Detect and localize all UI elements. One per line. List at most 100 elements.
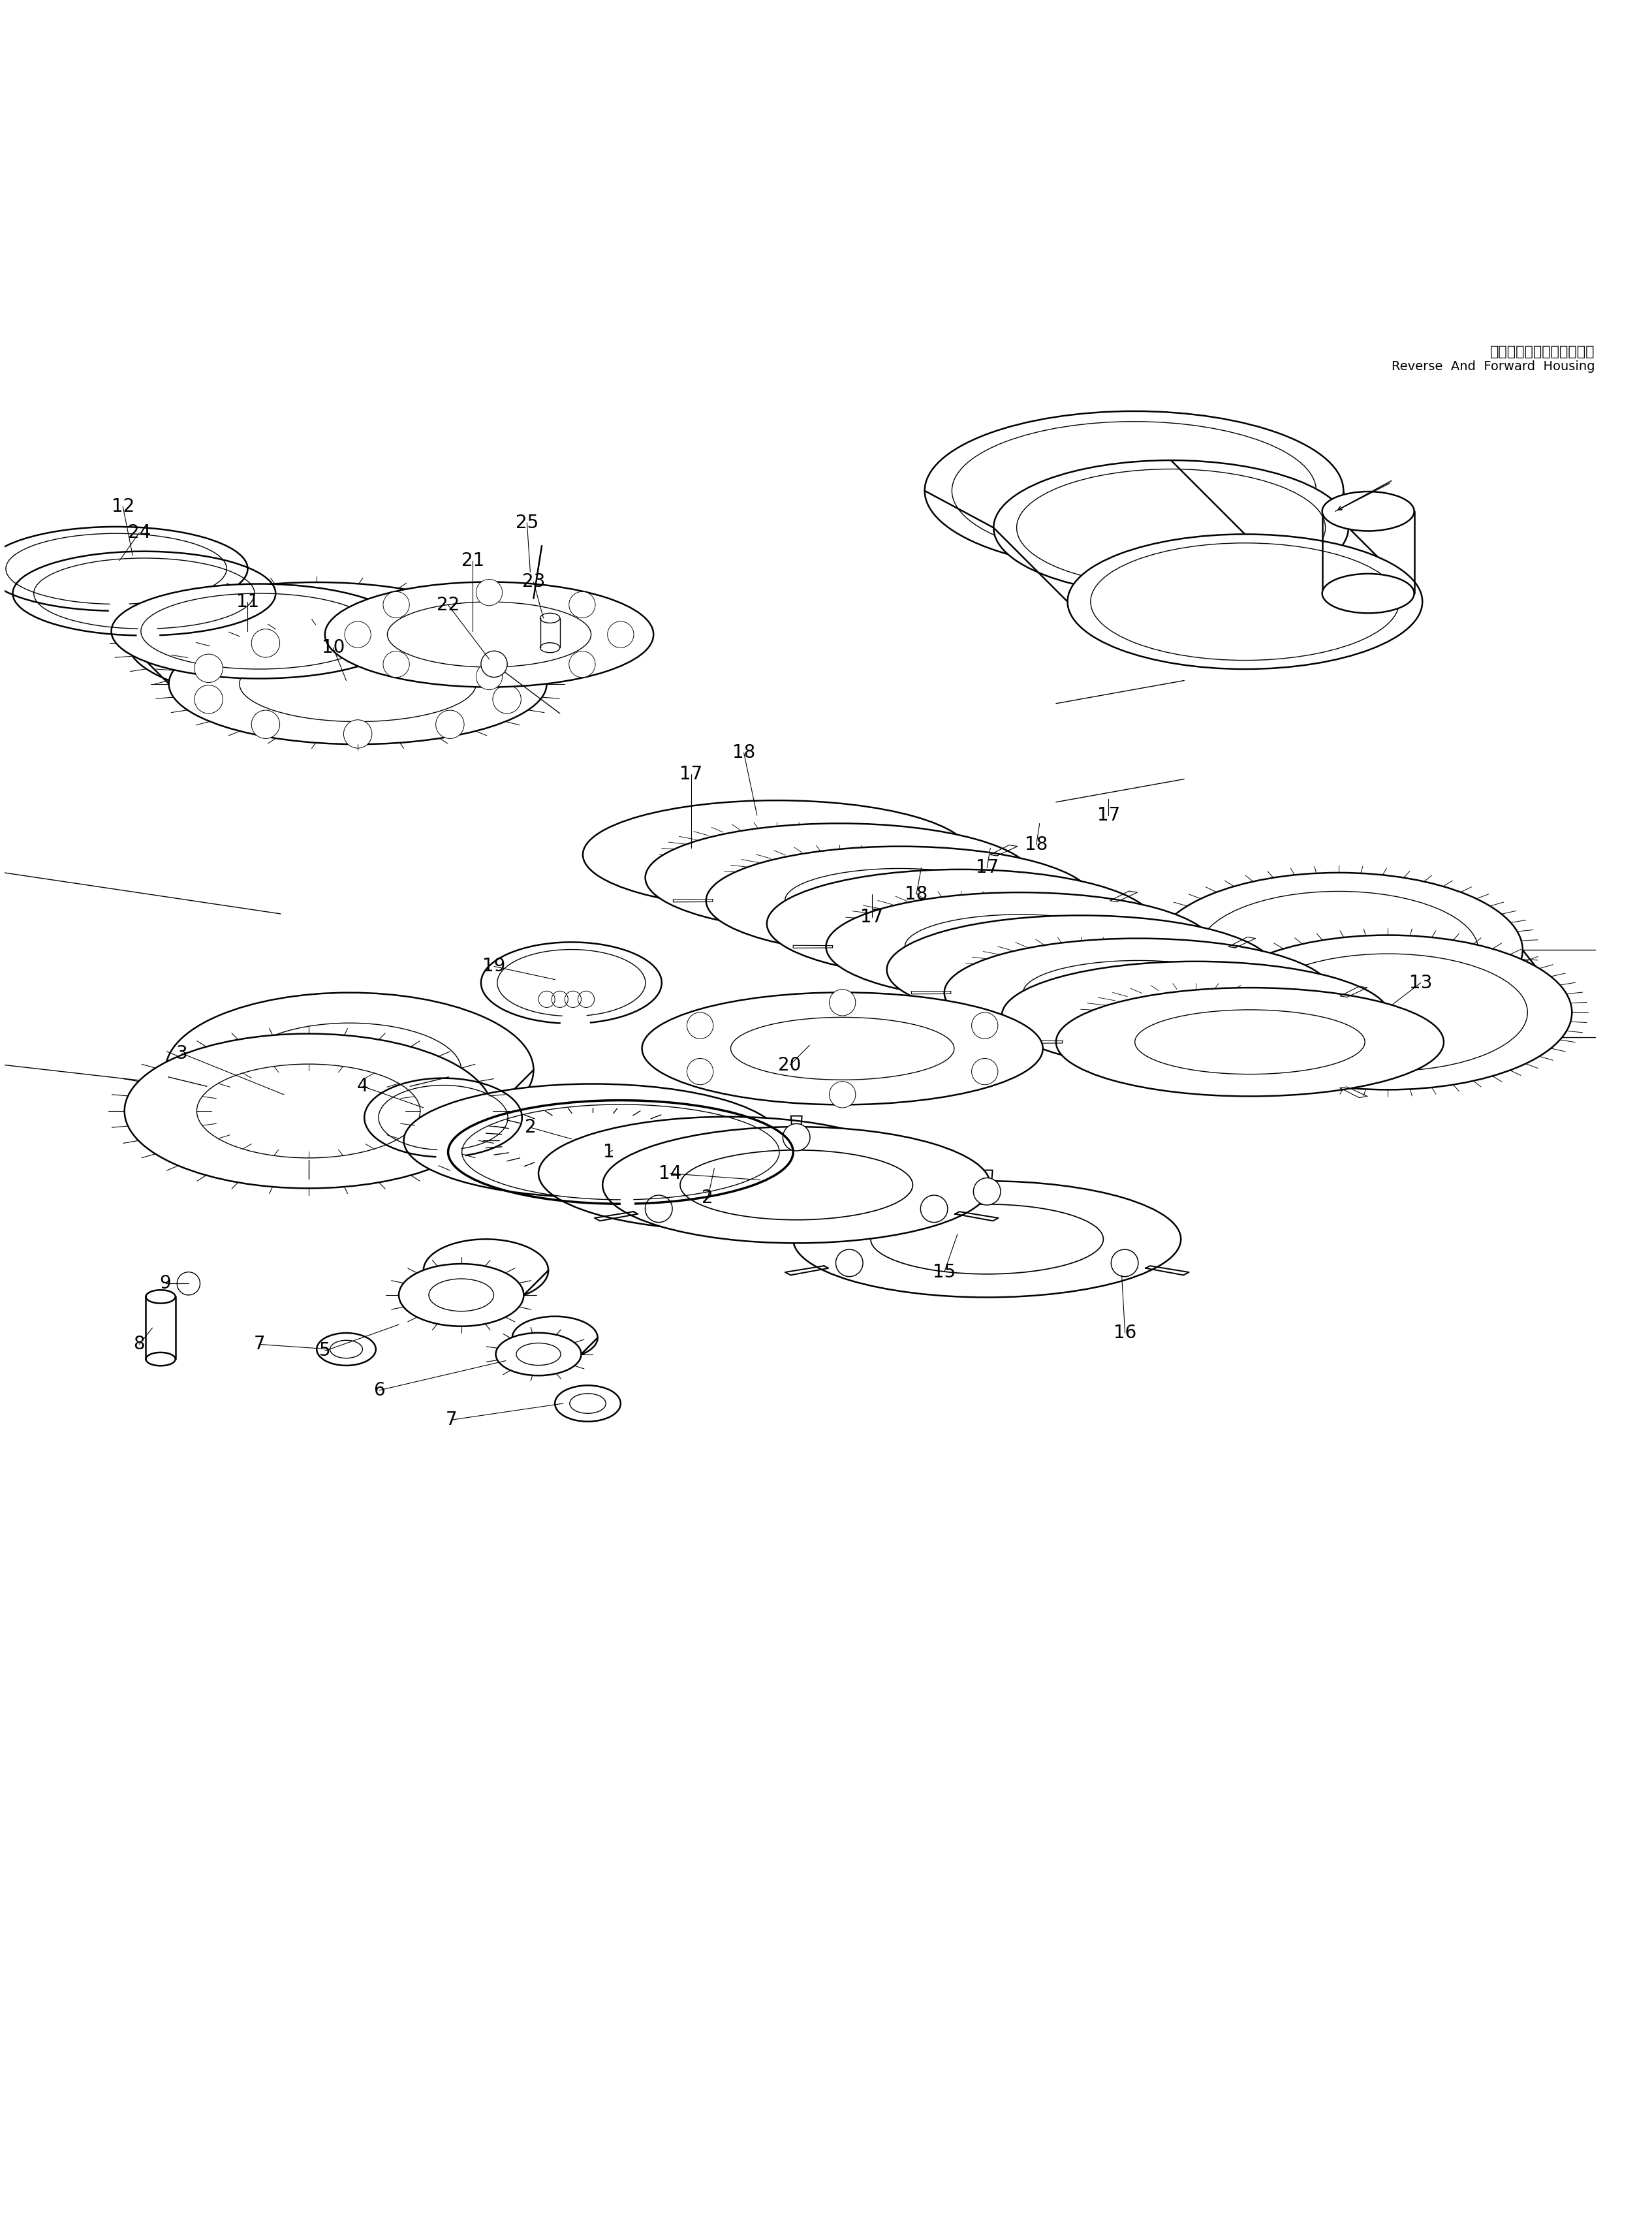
Circle shape xyxy=(195,684,223,713)
Ellipse shape xyxy=(993,460,1348,595)
Ellipse shape xyxy=(1322,573,1414,613)
Text: 12: 12 xyxy=(111,498,134,516)
Ellipse shape xyxy=(423,1240,548,1302)
Text: 2: 2 xyxy=(525,1118,535,1138)
Text: 13: 13 xyxy=(1409,973,1432,991)
Text: 17: 17 xyxy=(679,764,702,784)
Circle shape xyxy=(1112,1249,1138,1278)
Ellipse shape xyxy=(643,993,1042,1104)
Text: 7: 7 xyxy=(446,1411,458,1429)
Ellipse shape xyxy=(127,582,506,702)
Circle shape xyxy=(783,1124,809,1151)
Ellipse shape xyxy=(1001,962,1389,1071)
Circle shape xyxy=(251,711,279,738)
Text: 23: 23 xyxy=(522,573,545,591)
Circle shape xyxy=(344,720,372,749)
Text: 17: 17 xyxy=(1097,807,1120,824)
Ellipse shape xyxy=(1155,873,1523,1027)
Circle shape xyxy=(492,653,520,682)
Circle shape xyxy=(829,1082,856,1109)
Circle shape xyxy=(973,1178,1001,1204)
Circle shape xyxy=(476,664,502,689)
Text: 19: 19 xyxy=(482,958,506,975)
Ellipse shape xyxy=(539,1118,917,1231)
Ellipse shape xyxy=(925,411,1343,571)
Ellipse shape xyxy=(145,1353,175,1367)
Text: 25: 25 xyxy=(515,513,539,531)
Circle shape xyxy=(492,684,520,713)
Ellipse shape xyxy=(646,824,1032,931)
Ellipse shape xyxy=(1056,989,1444,1095)
Ellipse shape xyxy=(555,1384,621,1422)
Circle shape xyxy=(476,580,502,607)
Text: 14: 14 xyxy=(659,1164,681,1182)
Ellipse shape xyxy=(197,1064,420,1158)
Circle shape xyxy=(836,1249,862,1278)
Ellipse shape xyxy=(583,800,971,909)
Text: 1: 1 xyxy=(603,1142,615,1162)
Ellipse shape xyxy=(403,1084,781,1198)
Circle shape xyxy=(481,651,507,678)
Text: 7: 7 xyxy=(253,1335,264,1353)
Ellipse shape xyxy=(603,1127,990,1242)
Text: 17: 17 xyxy=(975,858,998,878)
Text: 2: 2 xyxy=(702,1189,714,1207)
Text: 16: 16 xyxy=(1113,1324,1137,1342)
Ellipse shape xyxy=(705,847,1094,955)
Circle shape xyxy=(344,620,372,649)
Ellipse shape xyxy=(767,869,1155,978)
Text: 3: 3 xyxy=(177,1044,188,1062)
Ellipse shape xyxy=(317,1333,377,1367)
Circle shape xyxy=(436,629,464,658)
Text: 18: 18 xyxy=(1024,835,1047,853)
Text: 17: 17 xyxy=(861,909,884,927)
Circle shape xyxy=(195,653,223,682)
Circle shape xyxy=(920,1195,948,1222)
Ellipse shape xyxy=(826,893,1214,1000)
Circle shape xyxy=(436,711,464,738)
Ellipse shape xyxy=(165,993,534,1147)
Ellipse shape xyxy=(1204,935,1573,1089)
Text: 5: 5 xyxy=(319,1342,330,1360)
Ellipse shape xyxy=(1067,533,1422,669)
Text: 20: 20 xyxy=(778,1055,801,1073)
Text: 9: 9 xyxy=(160,1275,172,1293)
Text: 22: 22 xyxy=(436,595,459,613)
Circle shape xyxy=(687,1013,714,1038)
Circle shape xyxy=(345,622,372,647)
Circle shape xyxy=(646,1195,672,1222)
Ellipse shape xyxy=(512,1315,598,1360)
Ellipse shape xyxy=(111,584,406,678)
Ellipse shape xyxy=(887,915,1275,1024)
Circle shape xyxy=(687,1058,714,1084)
Circle shape xyxy=(971,1013,998,1038)
Circle shape xyxy=(568,651,595,678)
Circle shape xyxy=(829,989,856,1015)
Text: 4: 4 xyxy=(357,1078,368,1095)
Circle shape xyxy=(383,591,410,618)
Text: 11: 11 xyxy=(236,593,259,611)
Circle shape xyxy=(177,1271,200,1295)
Text: 18: 18 xyxy=(905,884,928,904)
Text: 21: 21 xyxy=(461,551,484,569)
Text: 10: 10 xyxy=(322,638,345,658)
Ellipse shape xyxy=(1322,491,1414,531)
Text: 6: 6 xyxy=(373,1382,385,1400)
Text: 後進および前進ハウジング: 後進および前進ハウジング xyxy=(1490,344,1594,358)
Circle shape xyxy=(251,629,279,658)
Ellipse shape xyxy=(145,1291,175,1304)
Circle shape xyxy=(971,1058,998,1084)
Circle shape xyxy=(608,622,634,647)
Ellipse shape xyxy=(945,938,1332,1047)
Text: 8: 8 xyxy=(134,1335,145,1353)
Ellipse shape xyxy=(398,1264,524,1327)
Ellipse shape xyxy=(793,1182,1181,1298)
Ellipse shape xyxy=(496,1333,582,1375)
Ellipse shape xyxy=(124,1033,492,1189)
Text: Reverse  And  Forward  Housing: Reverse And Forward Housing xyxy=(1391,360,1594,373)
Text: 15: 15 xyxy=(933,1262,957,1282)
Text: 18: 18 xyxy=(732,744,755,762)
Text: 24: 24 xyxy=(127,524,150,542)
Circle shape xyxy=(383,651,410,678)
Ellipse shape xyxy=(325,582,654,687)
